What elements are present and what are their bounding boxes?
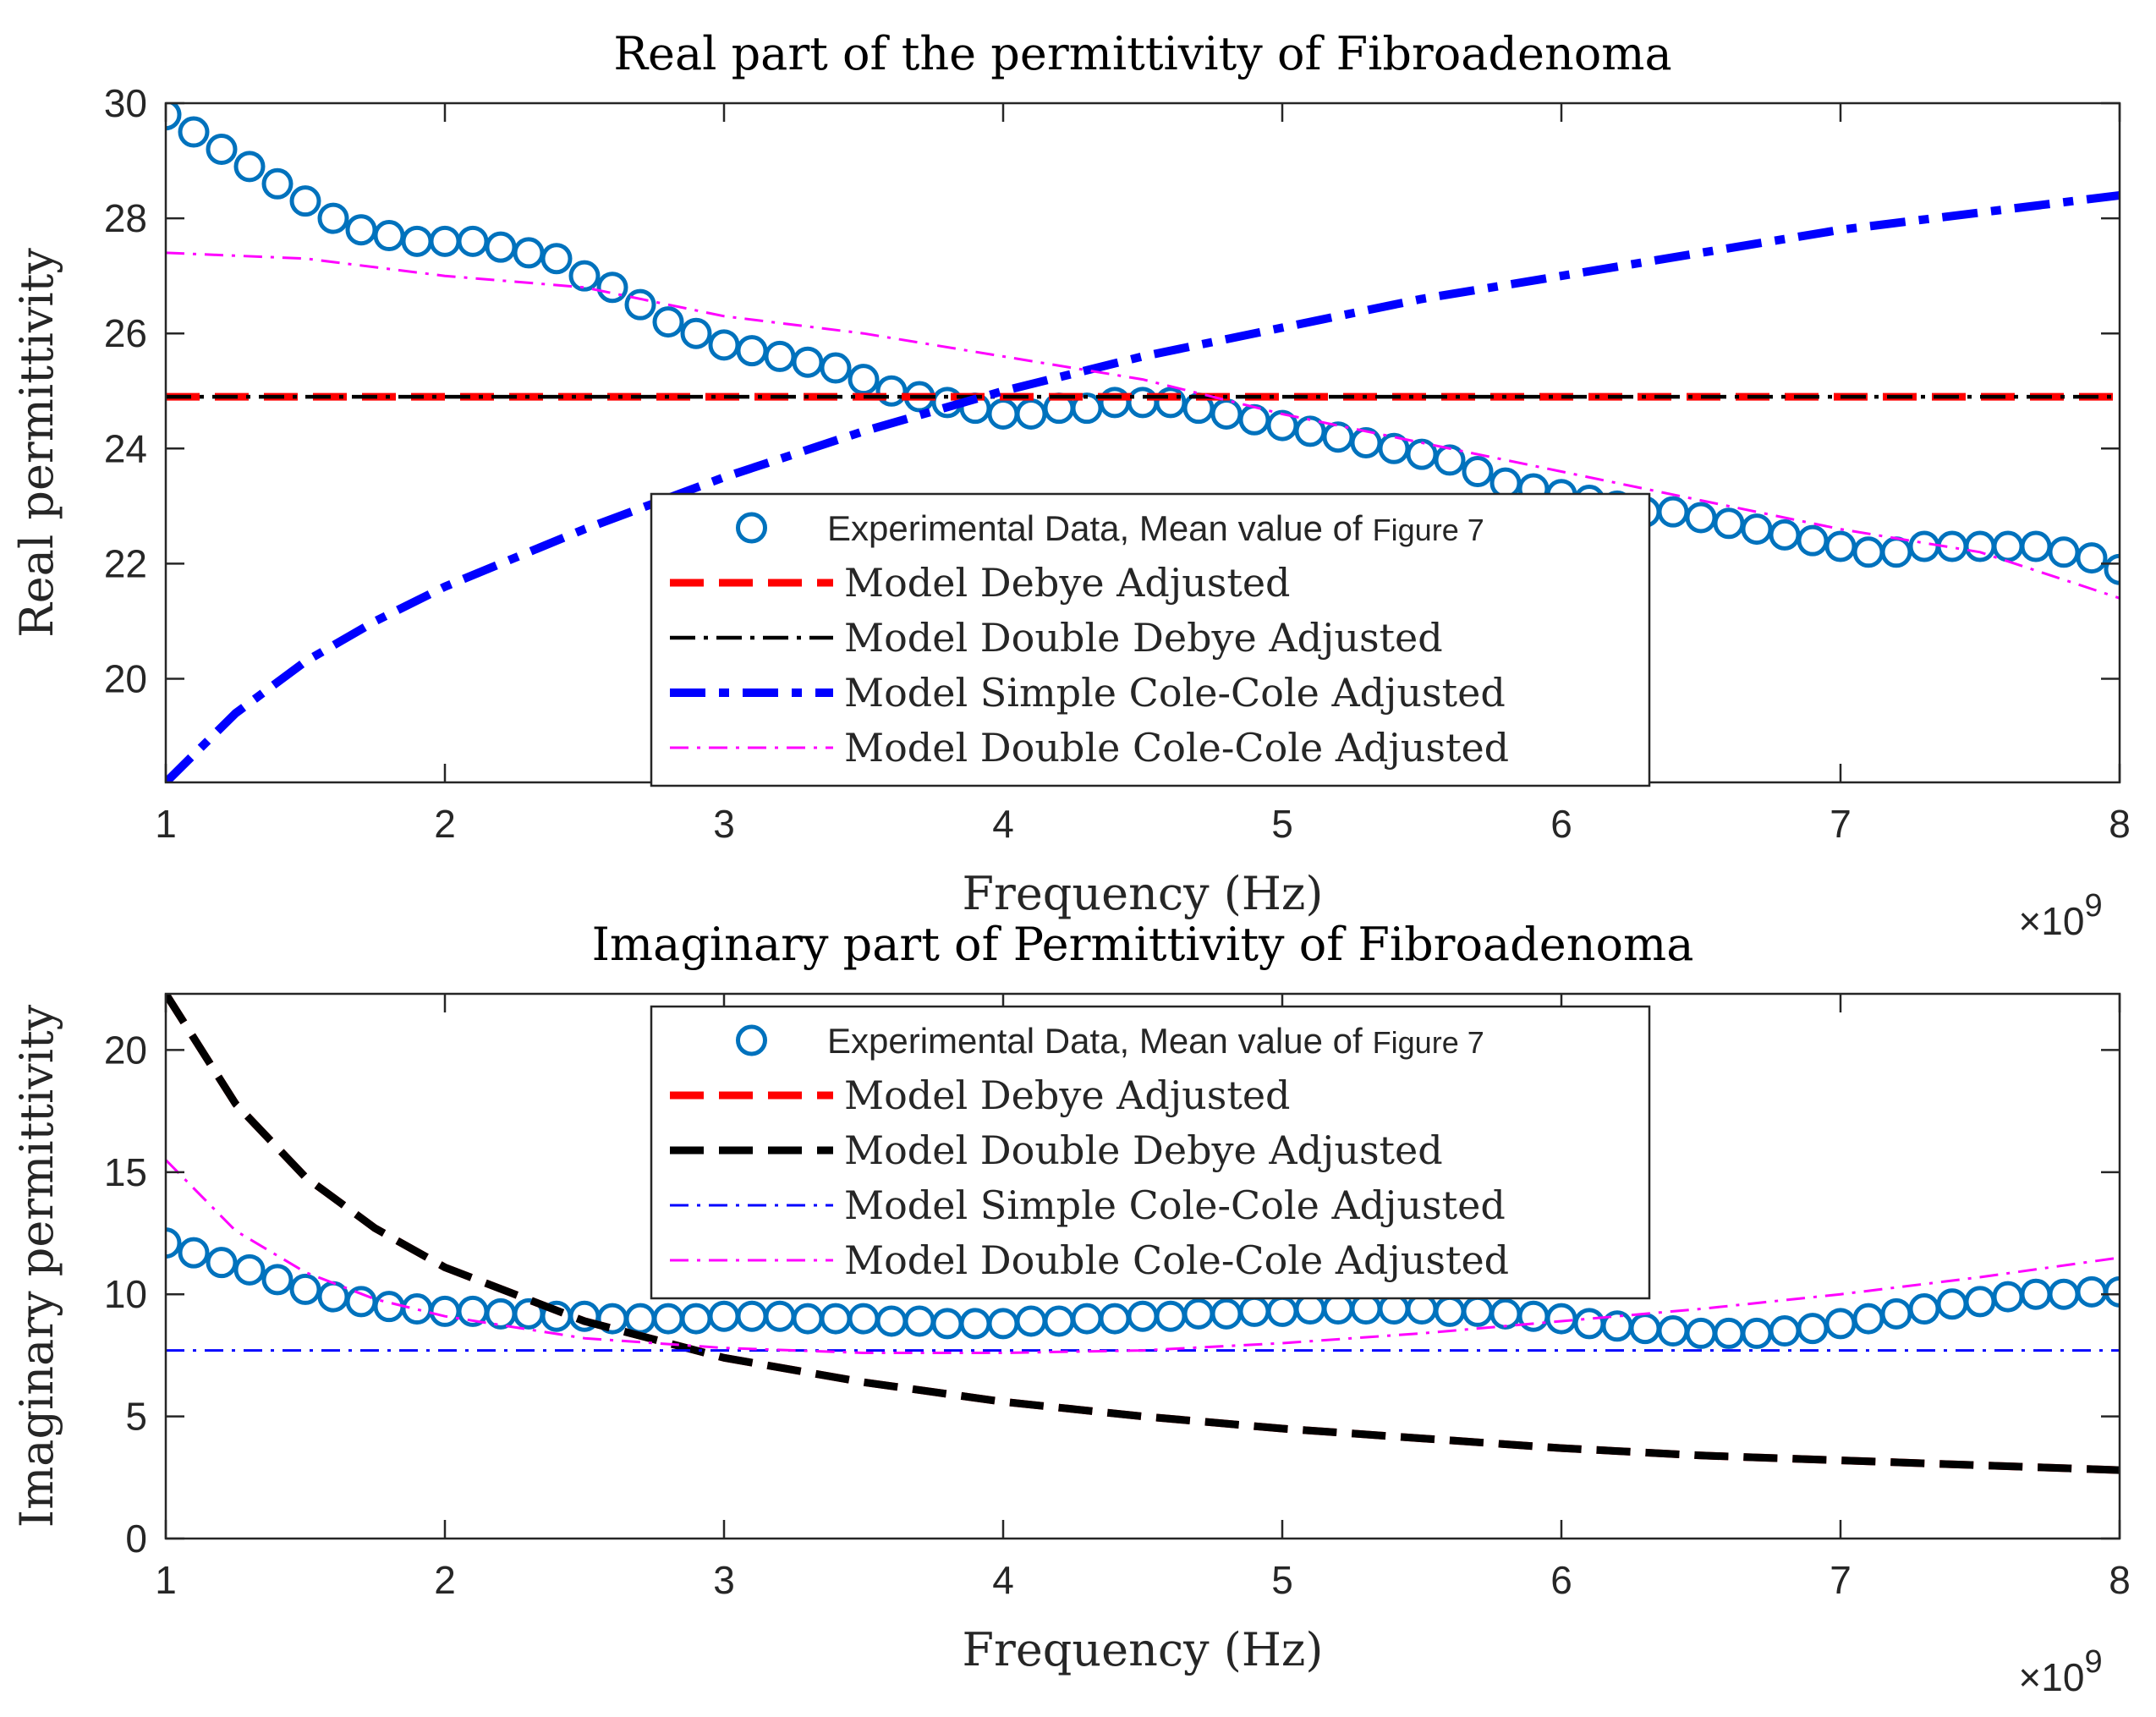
chart-title: Imaginary part of Permittivity of Fibroa… [592,918,1694,971]
legend-label: Model Debye Adjusted [844,560,1291,606]
data-point [540,243,573,275]
legend-label: Experimental Data, Mean value of Figure 7 [827,508,1484,548]
y-tick-label: 15 [104,1150,147,1194]
x-tick-label: 1 [155,1558,177,1602]
x-axis-label: Frequency (Hz) [963,867,1324,920]
x-tick-label: 1 [155,802,177,846]
y-tick-label: 22 [104,541,147,585]
x-tick-label: 8 [2109,1558,2131,1602]
x-tick-label: 4 [992,802,1014,846]
x-tick-label: 5 [1271,1558,1293,1602]
series-line-model-double-debye-adjusted [166,994,2120,1474]
data-point [206,133,238,165]
data-point [289,1273,321,1305]
x-tick-label: 6 [1550,1558,1572,1602]
data-point [596,272,628,304]
legend-label: Model Double Debye Adjusted [844,615,1443,661]
legend-label: Model Simple Cole-Cole Adjusted [844,670,1506,716]
x-tick-label: 2 [434,802,456,846]
y-tick-label: 20 [104,1028,147,1072]
y-tick-label: 5 [125,1395,147,1439]
data-point [233,151,266,183]
data-point [2076,542,2108,574]
x-exponent-label: ×109 [2018,1644,2102,1699]
y-axis-label: Real permittivity [10,248,63,638]
data-point [261,167,294,200]
legend-label-suffix: Figure 7 [1373,1025,1484,1060]
data-point [820,352,852,384]
y-tick-label: 30 [104,81,147,125]
x-tick-label: 7 [1830,802,1852,846]
data-point [1434,444,1466,476]
legend-label: Model Debye Adjusted [844,1072,1291,1118]
axes-box [164,992,2121,1540]
x-exponent-base: ×10 [2018,1655,2084,1699]
legend: Experimental Data, Mean value of Figure 7… [650,1005,1651,1300]
x-tick-label: 2 [434,1558,456,1602]
x-exponent-power: 9 [2084,1644,2102,1680]
data-point [289,185,321,217]
x-tick-label: 3 [713,802,735,846]
legend-marker [736,512,767,544]
chart-title: Real part of the permittivity of Fibroad… [613,27,1671,80]
data-point [206,1247,238,1279]
data-point [166,1227,182,1259]
data-point [2104,553,2120,585]
data-point [1462,456,1494,488]
series-line-model-simple-cole-cole-adjusted [166,190,2120,782]
data-point [317,202,349,234]
legend-label-main: Experimental Data, Mean value of [827,1021,1363,1061]
data-point [261,1264,294,1296]
x-exponent-base: ×10 [2018,899,2084,943]
legend-label-suffix: Figure 7 [1373,513,1484,547]
plot-area [166,103,2120,782]
x-tick-label: 7 [1830,1558,1852,1602]
y-tick-label: 28 [104,196,147,240]
imaginary-permittivity-chart: Imaginary part of Permittivity of Fibroa… [10,918,2131,1699]
data-point [652,306,684,338]
x-tick-label: 3 [713,1558,735,1602]
data-point [166,103,182,131]
x-axis-label: Frequency (Hz) [963,1623,1324,1676]
data-point [680,317,712,349]
legend-label: Experimental Data, Mean value of Figure 7 [827,1021,1484,1061]
legend: Experimental Data, Mean value of Figure 7… [650,492,1651,787]
data-point [2104,1275,2120,1308]
x-exponent-label: ×109 [2018,888,2102,943]
data-point [233,1253,266,1286]
legend-label: Model Double Cole-Cole Adjusted [844,1237,1509,1283]
y-tick-label: 24 [104,426,147,470]
x-exponent-power: 9 [2084,888,2102,924]
legend-label: Model Double Cole-Cole Adjusted [844,725,1509,771]
x-tick-label: 4 [992,1558,1014,1602]
legend-label-main: Experimental Data, Mean value of [827,508,1363,548]
x-tick-label: 8 [2109,802,2131,846]
y-axis-label: Imaginary permittivity [10,1004,63,1528]
legend-label: Model Simple Cole-Cole Adjusted [844,1182,1506,1228]
data-point [178,116,210,148]
legend-box [650,492,1651,787]
y-tick-label: 20 [104,657,147,701]
y-tick-label: 0 [125,1517,147,1561]
legend-label: Model Double Debye Adjusted [844,1127,1443,1173]
plot-area [166,994,2120,1474]
legend-marker [736,1024,767,1056]
x-tick-label: 6 [1550,802,1572,846]
data-point [178,1237,210,1269]
data-point [568,260,601,292]
y-tick-label: 26 [104,311,147,355]
y-tick-label: 10 [104,1272,147,1316]
data-point [624,288,656,321]
series-line-model-double-cole-cole-adjusted [166,251,2120,600]
x-tick-label: 5 [1271,802,1293,846]
real-permittivity-chart: Real part of the permittivity of Fibroad… [10,27,2131,943]
